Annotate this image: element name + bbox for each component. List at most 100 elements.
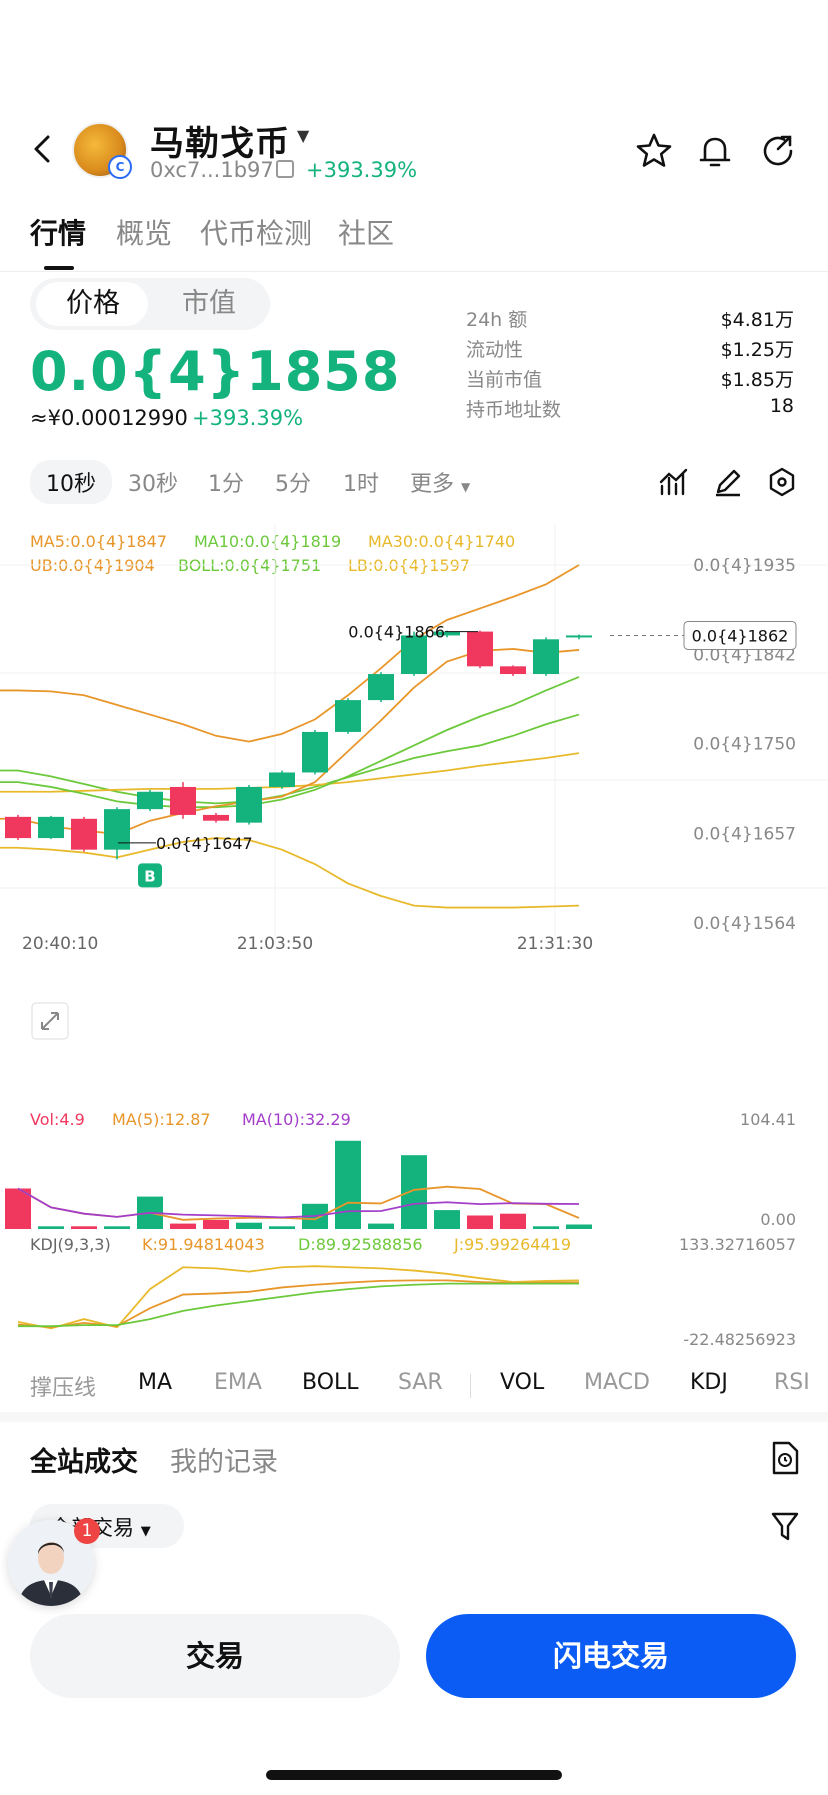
volume-bar xyxy=(533,1226,559,1229)
header-change: +393.39% xyxy=(306,158,418,182)
ub-line xyxy=(0,564,580,743)
toggle-active-bg xyxy=(36,282,148,326)
tab-market[interactable]: 行情 xyxy=(30,217,87,250)
candlestick-chart[interactable]: MA5:0.0{4}1847 MA10:0.0{4}1819 MA30:0.0{… xyxy=(0,525,828,1355)
share-icon[interactable] xyxy=(758,131,798,171)
stat-value: $1.85万 xyxy=(720,369,794,391)
volume-bar xyxy=(71,1226,97,1229)
vol-legend-ma10: MA(10):32.29 xyxy=(242,1110,351,1129)
volume-bar xyxy=(335,1140,361,1229)
candle-body xyxy=(533,639,559,675)
y-tick-label: 0.0{4}1564 xyxy=(693,914,796,934)
ind-boll[interactable]: BOLL xyxy=(302,1370,359,1395)
price-cny: ≈¥0.00012990 xyxy=(30,406,188,430)
volume-bar xyxy=(269,1226,295,1229)
candle-body xyxy=(335,700,361,732)
ind-ema[interactable]: EMA xyxy=(214,1370,262,1395)
volume-bar xyxy=(566,1224,592,1229)
tf-30s[interactable]: 30秒 xyxy=(128,472,178,497)
indicator-bar: 撑压线 MA EMA BOLL SAR VOL MACD KDJ RSI xyxy=(0,1370,828,1410)
kdj-legend-d: D:89.92588856 xyxy=(298,1235,423,1254)
ma10-line xyxy=(0,676,580,809)
lb-line xyxy=(0,837,580,909)
back-icon[interactable] xyxy=(28,134,58,164)
vol-max-label: 104.41 xyxy=(740,1110,796,1129)
volume-bar xyxy=(401,1155,427,1229)
stat-value: 18 xyxy=(769,395,794,417)
candle-body xyxy=(38,816,64,839)
candle-body xyxy=(104,809,130,850)
divider xyxy=(470,1374,471,1398)
ind-vol[interactable]: VOL xyxy=(500,1370,545,1395)
tab-overview[interactable]: 概览 xyxy=(116,217,173,250)
candle-body xyxy=(236,786,262,823)
high-price-label: 0.0{4}1866 xyxy=(348,623,445,642)
flash-trade-button[interactable]: 闪电交易 xyxy=(426,1614,796,1698)
vol-min-label: 0.00 xyxy=(760,1210,796,1229)
ind-kdj[interactable]: KDJ xyxy=(690,1370,728,1395)
tab-my-records[interactable]: 我的记录 xyxy=(170,1447,278,1478)
tf-10s[interactable]: 10秒 xyxy=(30,460,112,504)
tab-community[interactable]: 社区 xyxy=(338,217,395,250)
legend-ma30: MA30:0.0{4}1740 xyxy=(368,532,515,551)
indicator-icon[interactable] xyxy=(658,466,690,498)
home-indicator xyxy=(266,1770,562,1780)
tf-more[interactable]: 更多 ▼ xyxy=(410,466,470,498)
current-price-box xyxy=(683,620,797,650)
vol-legend-ma5: MA(5):12.87 xyxy=(112,1110,211,1129)
kdj-legend-name: KDJ(9,3,3) xyxy=(30,1235,111,1254)
draw-icon[interactable] xyxy=(712,466,744,498)
tf-5m[interactable]: 5分 xyxy=(275,472,311,497)
price-value: 0.0{4}1858 xyxy=(30,340,401,403)
candle-body xyxy=(500,666,526,675)
star-icon[interactable] xyxy=(634,131,674,171)
ind-rsi[interactable]: RSI xyxy=(774,1370,810,1395)
chevron-down-icon[interactable]: ▼ xyxy=(297,126,310,145)
tab-all-trades[interactable]: 全站成交 xyxy=(30,1447,138,1478)
x-tick-label: 20:40:10 xyxy=(22,934,98,954)
bell-icon[interactable] xyxy=(695,131,735,171)
tf-1h[interactable]: 1时 xyxy=(343,472,379,497)
stat-value: $1.25万 xyxy=(720,339,794,361)
document-icon[interactable] xyxy=(770,1441,800,1475)
ind-support[interactable]: 撑压线 xyxy=(30,1376,97,1401)
buy-marker xyxy=(138,863,162,888)
section-divider xyxy=(0,1412,828,1422)
candle-body xyxy=(203,814,229,821)
ind-macd[interactable]: MACD xyxy=(584,1370,650,1395)
trade-button[interactable]: 交易 xyxy=(30,1614,400,1698)
legend-ma10: MA10:0.0{4}1819 xyxy=(194,532,341,551)
candle-body xyxy=(368,674,394,701)
kdj-legend-k: K:91.94814043 xyxy=(142,1235,265,1254)
tf-1m[interactable]: 1分 xyxy=(208,472,244,497)
tab-indicator xyxy=(44,266,74,270)
coin-name[interactable]: 马勒戈币 xyxy=(150,124,290,164)
contract-address: 0xc7...1b97 xyxy=(150,158,274,182)
x-tick-label: 21:03:50 xyxy=(237,934,313,954)
copy-icon[interactable] xyxy=(276,160,294,178)
kdj-max-label: 133.32716057 xyxy=(679,1235,796,1254)
candle-body xyxy=(302,731,328,773)
support-avatar[interactable] xyxy=(8,1520,94,1606)
vol-legend-vol: Vol:4.9 xyxy=(30,1110,85,1129)
candle-body xyxy=(71,818,97,850)
volume-bar xyxy=(500,1213,526,1229)
candle-body xyxy=(566,635,592,638)
ind-sar[interactable]: SAR xyxy=(398,1370,443,1395)
expand-icon[interactable] xyxy=(31,1002,69,1040)
filter-icon[interactable] xyxy=(770,1511,800,1543)
volume-bar xyxy=(434,1210,460,1229)
toggle-market-cap[interactable]: 市值 xyxy=(182,288,236,319)
kdj-min-label: -22.48256923 xyxy=(683,1330,796,1349)
candle-body xyxy=(401,635,427,675)
candle-body xyxy=(434,631,460,636)
tab-token-check[interactable]: 代币检测 xyxy=(200,217,313,250)
toggle-price[interactable]: 价格 xyxy=(66,288,120,319)
candle-body xyxy=(467,631,493,667)
settings-icon[interactable] xyxy=(766,466,798,498)
ind-ma[interactable]: MA xyxy=(138,1370,173,1395)
y-tick-label: 0.0{4}1657 xyxy=(693,824,796,844)
price-change: +393.39% xyxy=(192,406,304,430)
kdj-legend-j: J:95.99264419 xyxy=(453,1235,571,1254)
tf-more-label: 更多 xyxy=(410,472,455,497)
